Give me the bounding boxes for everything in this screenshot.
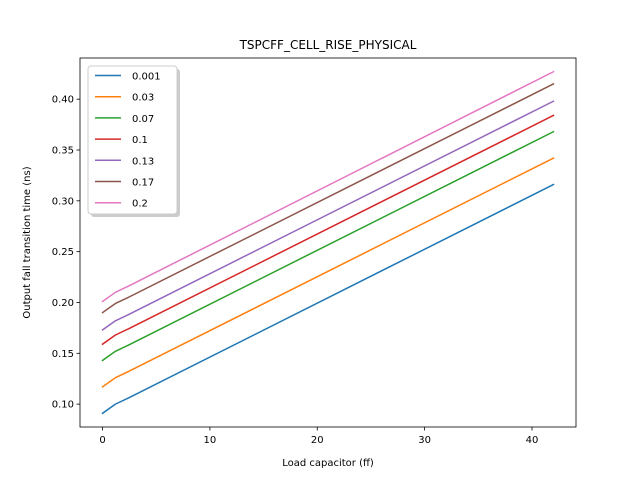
x-tick-label: 0 bbox=[99, 435, 105, 446]
y-tick-label: 0.10 bbox=[52, 400, 74, 411]
legend-label-2: 0.07 bbox=[132, 114, 154, 125]
x-tick-label: 20 bbox=[311, 435, 324, 446]
series-line-5 bbox=[101, 82, 555, 314]
x-tick-label: 10 bbox=[204, 435, 217, 446]
y-tick-label: 0.30 bbox=[52, 196, 74, 207]
series-line-6 bbox=[101, 70, 555, 303]
series-line-3 bbox=[101, 114, 555, 346]
legend: 0.001 0.03 0.07 0.1 0.13 0.17 0.2 bbox=[87, 65, 180, 217]
legend-label-6: 0.2 bbox=[132, 199, 148, 210]
legend-box bbox=[87, 65, 178, 215]
x-tick-label: 30 bbox=[418, 435, 431, 446]
plot-lines bbox=[101, 70, 555, 415]
y-tick-label: 0.35 bbox=[52, 145, 74, 156]
x-axis-label: Load capacitor (ff) bbox=[282, 458, 374, 469]
y-tick-label: 0.25 bbox=[52, 247, 74, 258]
x-axis-ticks: 0 10 20 30 40 bbox=[99, 427, 538, 446]
y-tick-label: 0.20 bbox=[52, 298, 74, 309]
legend-items: 0.001 0.03 0.07 0.1 0.13 0.17 0.2 bbox=[95, 72, 161, 210]
legend-label-3: 0.1 bbox=[132, 135, 148, 146]
legend-label-4: 0.13 bbox=[132, 156, 154, 167]
chart-title: TSPCFF_CELL_RISE_PHYSICAL bbox=[239, 38, 417, 52]
y-axis-ticks: 0.10 0.15 0.20 0.25 0.30 0.35 0.40 bbox=[52, 95, 80, 411]
legend-label-1: 0.03 bbox=[132, 93, 154, 104]
series-line-4 bbox=[101, 100, 555, 331]
plot-frame bbox=[79, 57, 577, 428]
legend-label-0: 0.001 bbox=[132, 72, 161, 83]
series-line-2 bbox=[101, 130, 555, 362]
series-line-1 bbox=[101, 157, 555, 388]
y-tick-label: 0.40 bbox=[52, 95, 74, 106]
y-tick-label: 0.15 bbox=[52, 349, 74, 360]
y-axis-label: Output fall transition time (ns) bbox=[22, 166, 33, 318]
legend-label-5: 0.17 bbox=[132, 178, 154, 189]
series-line-0 bbox=[101, 183, 555, 415]
x-tick-label: 40 bbox=[526, 435, 539, 446]
